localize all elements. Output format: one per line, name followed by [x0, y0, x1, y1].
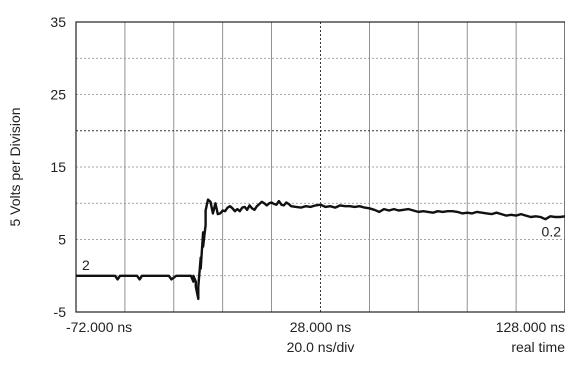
end-value-label: 0.2: [542, 223, 562, 239]
y-tick-label: 35: [50, 14, 66, 30]
channel-label: 2: [82, 257, 90, 273]
x-tick-sublabel: real time: [511, 339, 565, 355]
grid: [76, 22, 565, 312]
x-tick-label: -72.000 ns: [66, 319, 132, 335]
y-tick-labels: 35 25 15 5 -5: [50, 14, 66, 320]
y-axis-label: 5 Volts per Division: [7, 107, 23, 226]
y-tick-label: 15: [50, 159, 66, 175]
y-tick-label: -5: [54, 304, 67, 320]
waveform-trace: [76, 198, 565, 301]
x-tick-label: 28.000 ns: [290, 319, 352, 335]
x-tick-sublabel: 20.0 ns/div: [287, 339, 355, 355]
y-tick-label: 5: [58, 232, 66, 248]
x-tick-label: 128.000 ns: [496, 319, 565, 335]
y-tick-label: 25: [50, 87, 66, 103]
x-tick-labels: -72.000 ns 28.000 ns 20.0 ns/div 128.000 ns…: [66, 319, 565, 355]
plot-frame: [75, 21, 565, 313]
